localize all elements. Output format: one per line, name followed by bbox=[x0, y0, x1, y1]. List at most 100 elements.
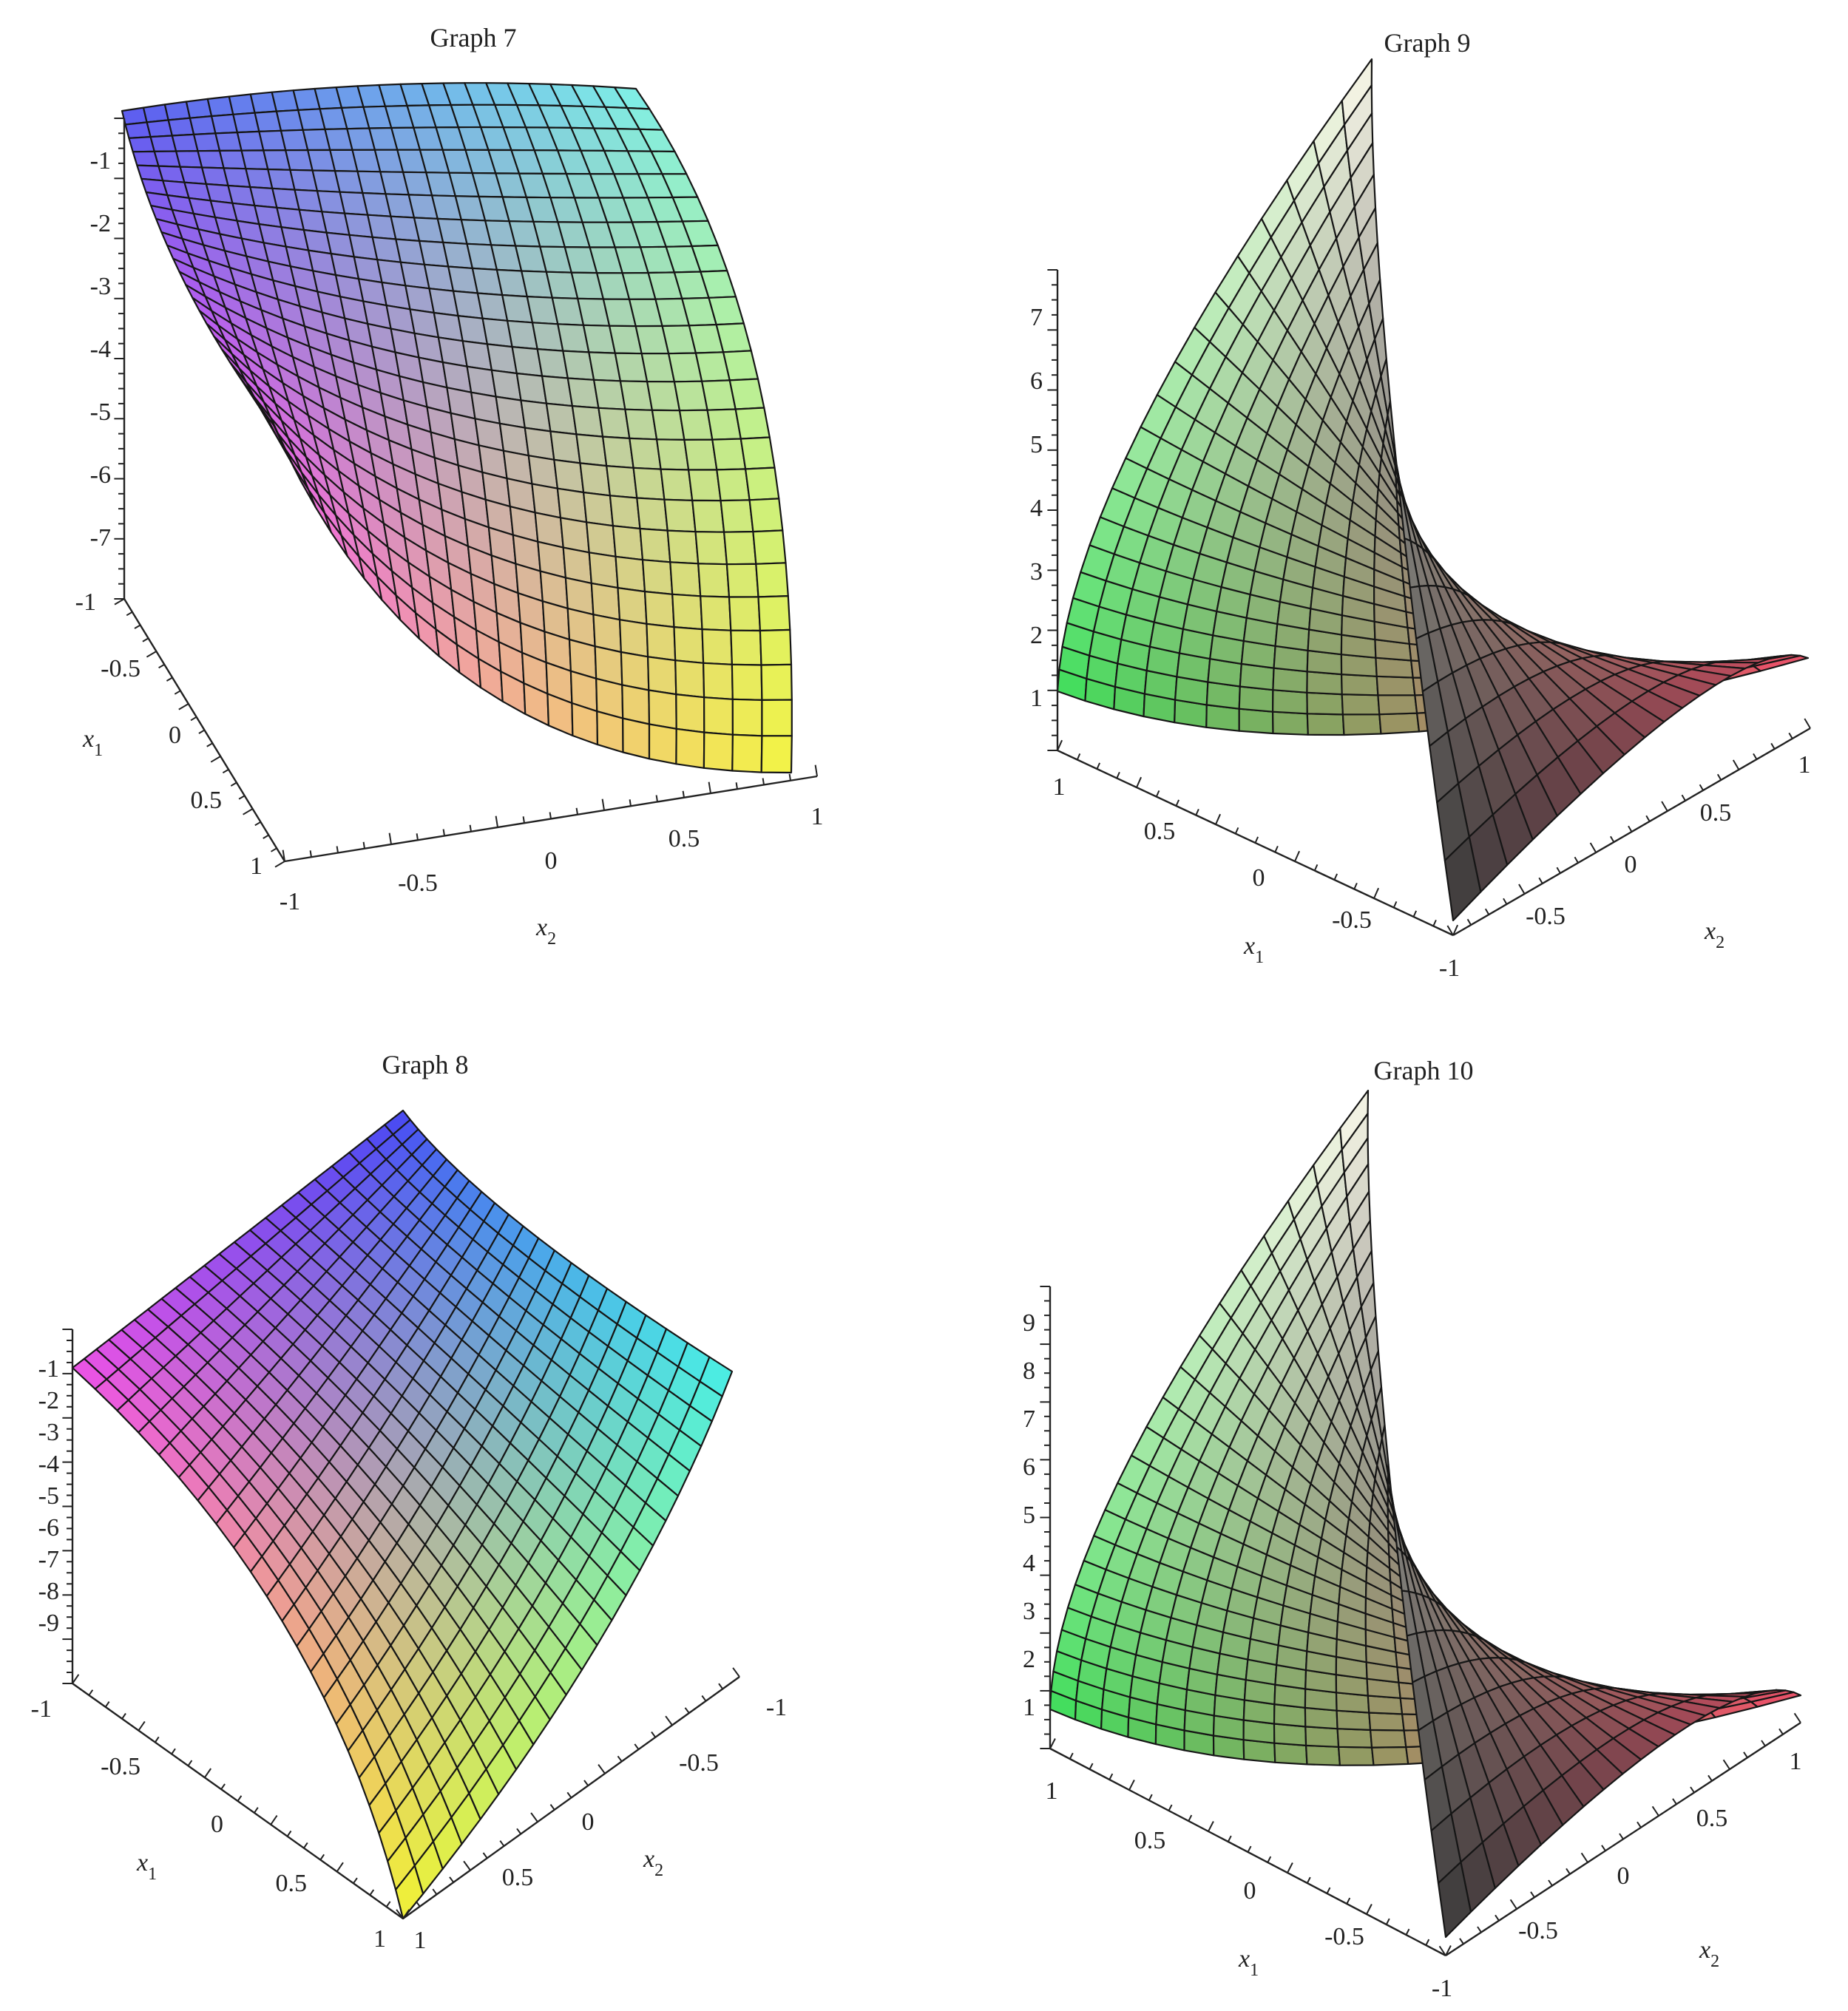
x1-axis-label: x1 bbox=[136, 1849, 157, 1884]
axis-tick bbox=[549, 1804, 555, 1811]
axis-tick bbox=[1227, 1835, 1232, 1842]
surface-cell bbox=[617, 586, 648, 625]
x1-ticks bbox=[72, 1674, 410, 1919]
surface-cell bbox=[646, 623, 677, 662]
surface-cell bbox=[702, 662, 734, 700]
surface-cell bbox=[731, 698, 763, 737]
z-tick-label: 9 bbox=[1023, 1309, 1035, 1337]
axis-tick bbox=[319, 1854, 325, 1861]
axis-tick bbox=[1753, 753, 1758, 760]
axis-tick bbox=[651, 1731, 657, 1738]
axis-tick bbox=[1580, 1852, 1588, 1863]
chart-graph-8: Graph 8 -1 -2 -3 -4 -5 -6 -7 -8 -9 -1 -0… bbox=[0, 1028, 924, 2011]
x1-ticks bbox=[1049, 1738, 1452, 1956]
surface-cell bbox=[1368, 1712, 1405, 1732]
z-tick-label: -4 bbox=[90, 336, 111, 363]
surface-cell bbox=[752, 529, 787, 565]
surface-cell bbox=[582, 491, 615, 527]
z-tick-label: 5 bbox=[1023, 1502, 1035, 1529]
surface-cell bbox=[728, 378, 765, 410]
axis-tick bbox=[1195, 808, 1199, 815]
z-ticks bbox=[62, 1329, 72, 1684]
surface-mesh bbox=[1056, 58, 1810, 922]
axis-tick bbox=[270, 847, 277, 852]
axis-tick bbox=[1672, 1798, 1677, 1805]
surface-cell bbox=[1238, 685, 1274, 713]
axis-tick bbox=[274, 861, 285, 868]
axis-tick bbox=[396, 1909, 404, 1919]
axis-tick bbox=[1254, 836, 1259, 844]
axis-tick bbox=[303, 1842, 308, 1849]
axis-tick bbox=[1188, 1814, 1193, 1822]
axis-tick bbox=[1333, 873, 1338, 881]
axis-tick bbox=[1601, 1845, 1606, 1851]
x1-tick-label: -1 bbox=[1439, 954, 1460, 982]
surface-cell bbox=[632, 467, 666, 501]
axis-tick bbox=[1538, 877, 1543, 884]
axis-tick bbox=[1699, 784, 1704, 791]
axis-tick bbox=[1175, 799, 1180, 807]
axis-tick bbox=[388, 832, 392, 845]
surface-cell bbox=[731, 733, 763, 773]
x1-tick-label: 0 bbox=[1253, 864, 1265, 892]
x2-tick-label: 1 bbox=[1790, 1748, 1802, 1775]
x2-ticks bbox=[282, 764, 818, 862]
surface-cell bbox=[553, 458, 585, 494]
axis-tick bbox=[1661, 801, 1668, 812]
surface-cell bbox=[655, 438, 690, 471]
z-tick-label: 7 bbox=[1030, 304, 1043, 331]
axis-tick bbox=[1761, 1740, 1766, 1747]
surface-cell bbox=[609, 495, 641, 530]
x2-axis-label: x2 bbox=[1699, 1936, 1719, 1971]
axis-tick bbox=[1136, 776, 1143, 788]
surface-cell bbox=[1337, 1746, 1375, 1766]
x2-tick-label: 0.5 bbox=[669, 825, 700, 852]
axis-tick bbox=[682, 790, 685, 798]
surface-cell bbox=[1375, 675, 1416, 696]
chart-title: Graph 7 bbox=[430, 23, 517, 52]
axis-tick bbox=[166, 676, 173, 682]
z-tick-label: -6 bbox=[38, 1514, 59, 1542]
x1-tick-label: -1 bbox=[31, 1695, 52, 1723]
axis-tick bbox=[270, 1815, 278, 1825]
axis-tick bbox=[814, 764, 818, 777]
axis-tick bbox=[1385, 1918, 1390, 1925]
x1-tick-label: -0.5 bbox=[1332, 906, 1372, 934]
axis-tick bbox=[469, 824, 472, 832]
chart-graph-10: Graph 10 1 2 3 4 5 6 7 8 9 1 0.5 0 -0.5 … bbox=[924, 1028, 1848, 2011]
axis-tick bbox=[530, 1812, 538, 1822]
axis-tick bbox=[1306, 1876, 1311, 1884]
surface-cell bbox=[760, 735, 793, 774]
x1-tick-label: -0.5 bbox=[101, 655, 141, 682]
x2-tick-label: 0 bbox=[1617, 1862, 1630, 1890]
axis-tick bbox=[146, 651, 157, 658]
axis-tick bbox=[1804, 718, 1811, 729]
axis-tick bbox=[1069, 1752, 1074, 1760]
axis-tick bbox=[1168, 1804, 1173, 1811]
z-ticks bbox=[1047, 269, 1057, 751]
axis-tick bbox=[126, 611, 133, 617]
graph-7-svg: Graph 7 -1 -2 -3 -4 -5 -6 -7 -1 -0.5 0 0… bbox=[75, 23, 824, 949]
axis-tick bbox=[1518, 884, 1526, 895]
axis-tick bbox=[575, 807, 578, 815]
surface-cell bbox=[760, 663, 793, 702]
z-tick-label: -2 bbox=[90, 210, 111, 237]
axis-tick bbox=[415, 1900, 421, 1907]
surface-cell bbox=[673, 625, 705, 664]
z-tick-label: -9 bbox=[38, 1610, 59, 1637]
z-tick-label: -6 bbox=[90, 461, 111, 489]
axis-tick bbox=[1148, 1794, 1153, 1801]
axis-tick bbox=[1681, 794, 1686, 801]
surface-cell bbox=[1238, 708, 1274, 735]
surface-cell bbox=[669, 561, 702, 597]
axis-tick bbox=[1452, 924, 1459, 936]
z-tick-label: 6 bbox=[1023, 1454, 1035, 1481]
axis-tick bbox=[1247, 1845, 1252, 1853]
z-tick-label: 5 bbox=[1030, 431, 1043, 458]
surface-mesh bbox=[1049, 1089, 1802, 1939]
axis-tick bbox=[1096, 762, 1101, 770]
x2-tick-label: 1 bbox=[1798, 751, 1811, 779]
axis-tick bbox=[617, 1755, 623, 1763]
x1-axis-label: x1 bbox=[1238, 1945, 1259, 1980]
surface-cell bbox=[701, 628, 734, 665]
